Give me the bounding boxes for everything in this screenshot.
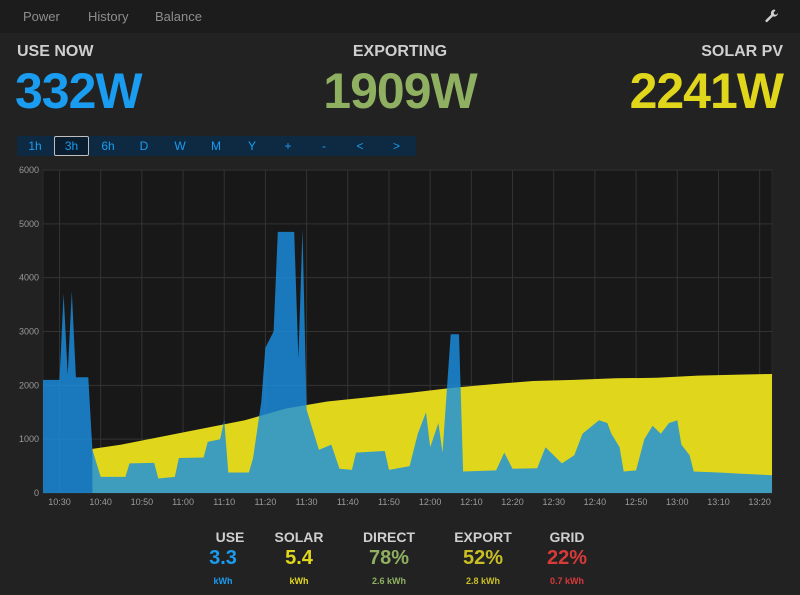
summary-use-label: USE [215,529,245,545]
top-navbar: Power History Balance [0,0,800,33]
range-1h-button[interactable]: 1h [28,139,42,153]
summary-grid-label: GRID [549,529,585,545]
x-tick-label: 12:00 [419,497,442,507]
x-tick-label: 12:40 [584,497,607,507]
range-year-button[interactable]: Y [247,139,256,153]
y-axis-ticks: 0 1000 2000 3000 4000 5000 6000 [19,165,39,498]
y-tick-label: 0 [34,488,39,498]
range-6h-button[interactable]: 6h [101,139,115,153]
pan-left-button[interactable]: < [356,139,364,153]
y-tick-label: 4000 [19,273,39,283]
zoom-in-button[interactable]: + [284,139,292,153]
summary-solar-unit: kWh [289,576,309,586]
x-tick-label: 10:30 [48,497,71,507]
y-tick-label: 6000 [19,165,39,175]
summary-use-unit: kWh [213,576,233,586]
use-now-label: USE NOW [17,43,94,60]
y-tick-label: 5000 [19,219,39,229]
x-tick-label: 10:50 [131,497,154,507]
tab-power[interactable]: Power [23,9,60,24]
range-month-button[interactable]: M [211,139,221,153]
summary-solar-label: SOLAR [274,529,324,545]
x-tick-label: 12:30 [542,497,565,507]
tab-history[interactable]: History [88,9,129,24]
x-tick-label: 11:40 [337,497,359,507]
x-tick-label: 11:10 [213,497,235,507]
range-3h-button[interactable]: 3h [54,136,89,156]
solar-pv-label: SOLAR PV [701,43,783,60]
x-tick-label: 13:10 [707,497,730,507]
range-week-button[interactable]: W [174,139,186,153]
x-tick-label: 12:10 [460,497,483,507]
summary-export-value: 52% [462,547,504,569]
x-tick-label: 11:30 [296,497,318,507]
exporting-value: 1909W [323,63,477,119]
solar-pv-value: 2241W [629,63,784,119]
y-tick-label: 1000 [19,434,39,444]
x-tick-label: 11:50 [378,497,400,507]
summary-export-unit: 2.8 kWh [465,576,500,586]
zoom-out-button[interactable]: - [322,139,326,153]
power-chart[interactable]: 0 1000 2000 3000 4000 5000 6000 10:30 10:40 10:5… [0,160,800,515]
exporting-label: EXPORTING [352,43,448,60]
use-now-value: 332W [15,63,143,119]
summary-direct-value: 78% [368,547,410,569]
wrench-icon[interactable] [764,8,780,24]
x-tick-label: 13:00 [666,497,689,507]
summary-direct-unit: 2.6 kWh [371,576,406,586]
summary-use-value: 3.3 [209,547,237,569]
x-tick-label: 11:00 [172,497,194,507]
time-range-toolbar: 1h 3h 6h D W M Y + - < > [17,136,416,156]
pan-right-button[interactable]: > [392,139,400,153]
summary-export-label: EXPORT [454,529,512,545]
chart-series [43,229,772,493]
x-tick-label: 11:20 [254,497,276,507]
range-day-button[interactable]: D [139,139,149,153]
summary-direct-label: DIRECT [362,529,416,545]
y-tick-label: 3000 [19,327,39,337]
x-tick-label: 13:20 [748,497,771,507]
x-tick-label: 12:50 [625,497,648,507]
y-tick-label: 2000 [19,380,39,390]
summary-grid-value: 22% [546,547,588,569]
summary-solar-value: 5.4 [285,547,313,569]
x-axis-ticks: 10:30 10:40 10:50 11:00 11:10 11:20 11:30 11:40… [48,497,771,507]
tab-balance[interactable]: Balance [155,9,202,24]
x-tick-label: 12:20 [501,497,524,507]
x-tick-label: 10:40 [89,497,112,507]
summary-grid-unit: 0.7 kWh [549,576,584,586]
